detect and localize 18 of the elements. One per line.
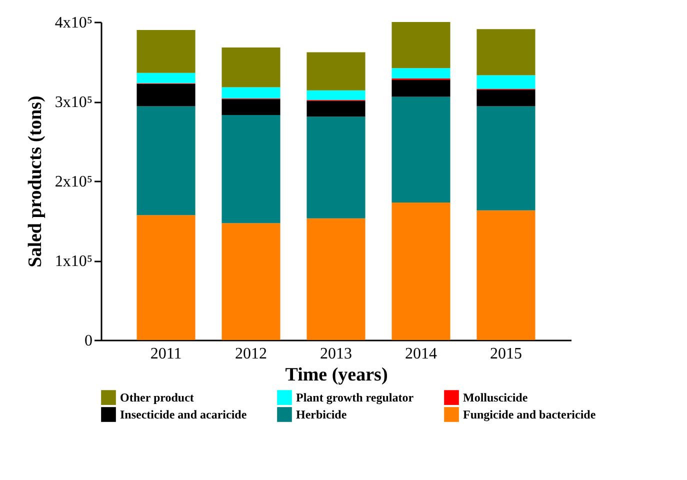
x-tick-label: 2011 (150, 346, 182, 362)
y-tick-label: 1x10⁵ (54, 253, 92, 270)
x-axis-title: Time (years) (285, 364, 388, 386)
y-tick-label: 0 (84, 332, 92, 350)
x-tick-label: 2012 (235, 346, 268, 362)
y-tick-label: 4x10⁵ (54, 14, 92, 32)
x-tick-label: 2015 (490, 346, 522, 362)
legend-label: Insecticide and acaricide (120, 408, 248, 422)
legend-label: Herbicide (296, 408, 348, 422)
y-tick-label: 2x10⁵ (54, 174, 92, 190)
y-tick-label: 3x10⁵ (54, 94, 92, 111)
x-tick-label: 2013 (320, 346, 352, 362)
y-axis-title: Saled products (tons) (24, 96, 46, 268)
legend-label: Fungicide and bactericide (463, 408, 596, 422)
legend-label: Molluscicide (463, 390, 528, 405)
x-tick-label: 2014 (404, 346, 437, 362)
legend-label: Plant growth regulator (296, 390, 414, 405)
legend-label: Other product (120, 390, 194, 405)
